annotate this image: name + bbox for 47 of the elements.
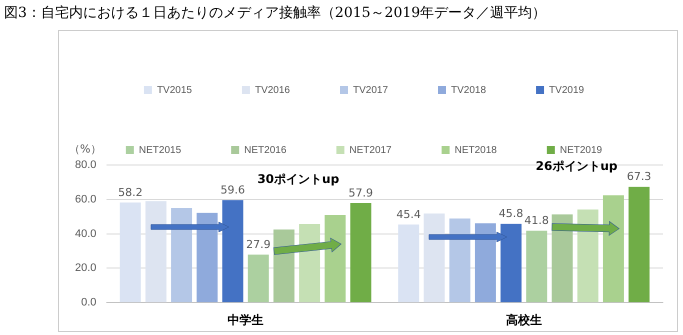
- y-tick-label: 80.0: [74, 159, 96, 172]
- legend-label: NET2018: [454, 144, 498, 156]
- legend-label: TV2017: [352, 84, 388, 96]
- bar: [424, 214, 445, 302]
- data-label: 45.8: [498, 207, 524, 220]
- data-label: 59.6: [220, 183, 246, 196]
- y-axis-title: （%）: [69, 142, 102, 156]
- y-tick-label: 20.0: [74, 262, 96, 274]
- legend-label: TV2015: [156, 84, 192, 96]
- bar: [500, 224, 522, 302]
- legend-label: NET2015: [138, 144, 182, 156]
- bar: [628, 186, 650, 302]
- bar: [145, 201, 166, 302]
- y-tick-label: 60.0: [74, 193, 96, 206]
- legend-label: TV2018: [451, 84, 486, 96]
- bar: [120, 202, 141, 302]
- annotation: 26ポイントup: [536, 158, 618, 173]
- y-tick-label: 0.0: [81, 296, 96, 309]
- data-label: 67.3: [626, 170, 652, 184]
- data-label: 45.4: [396, 208, 421, 221]
- legend-label: NET2017: [349, 144, 392, 156]
- x-tick-label: 高校生: [506, 313, 542, 328]
- bar: [222, 200, 244, 302]
- x-tick-label: 中学生: [228, 313, 264, 328]
- legend-label: TV2016: [254, 84, 290, 96]
- bar: [449, 218, 470, 302]
- bar: [602, 195, 624, 302]
- legend-label: NET2019: [560, 144, 603, 156]
- legend-label: NET2016: [244, 144, 287, 156]
- bar: [526, 230, 548, 302]
- bar: [299, 224, 320, 302]
- legend-label: TV2019: [549, 84, 584, 96]
- annotation: 30ポイントup: [257, 172, 340, 186]
- bar: [398, 224, 420, 302]
- data-label: 58.2: [118, 186, 143, 199]
- bar: [324, 215, 346, 302]
- chart-title: 図3：自宅内における１日あたりのメディア接触率（2015～2019年データ／週平均）: [4, 4, 546, 22]
- data-label: 41.8: [524, 214, 549, 228]
- data-label: 27.9: [246, 238, 271, 251]
- bar: [350, 203, 372, 302]
- bar: [171, 208, 192, 302]
- data-label: 57.9: [348, 186, 374, 200]
- bar: [248, 254, 269, 302]
- bar: [196, 212, 218, 302]
- y-tick-label: 40.0: [74, 228, 96, 240]
- bar: [474, 223, 496, 302]
- bar: [577, 210, 598, 302]
